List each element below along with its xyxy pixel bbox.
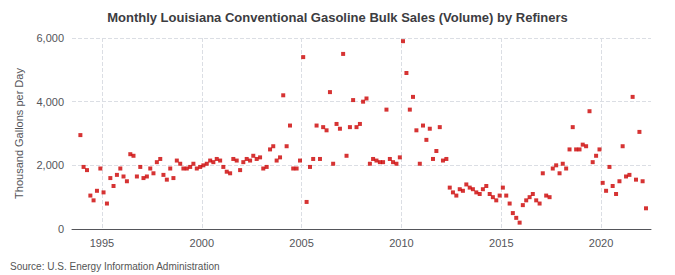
svg-text:6,000: 6,000 [36,32,64,44]
svg-text:2020: 2020 [589,237,613,249]
svg-text:4,000: 4,000 [36,96,64,108]
svg-text:2015: 2015 [489,237,513,249]
svg-text:2000: 2000 [190,237,214,249]
svg-text:0: 0 [58,223,64,235]
svg-text:1995: 1995 [90,237,114,249]
svg-text:Source: U.S. Energy Informatio: Source: U.S. Energy Information Administ… [10,261,220,272]
svg-text:Monthly Louisiana Conventional: Monthly Louisiana Conventional Gasoline … [107,10,568,25]
svg-text:2,000: 2,000 [36,159,64,171]
svg-text:2010: 2010 [389,237,413,249]
svg-text:2005: 2005 [289,237,313,249]
svg-text:Thousand Gallons per Day: Thousand Gallons per Day [13,68,25,199]
